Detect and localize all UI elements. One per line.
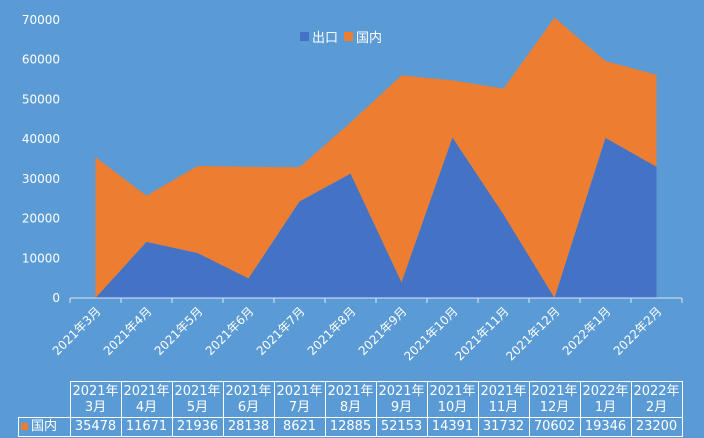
x-tick-label: 2021年5月 bbox=[152, 304, 206, 358]
table-header-cell: 2021年 7月 bbox=[273, 381, 326, 418]
table-row-domestic: 国内 35478 11671 21936 28138 8621 12885 52… bbox=[18, 417, 683, 437]
table-header-cell: 2021年 12月 bbox=[528, 381, 581, 418]
x-tick-label: 2021年6月 bbox=[203, 304, 257, 358]
y-tick-label: 50000 bbox=[22, 92, 60, 106]
x-tick-label: 2021年12月 bbox=[503, 304, 562, 363]
table-header-cell: 2022年 2月 bbox=[630, 381, 683, 418]
data-table: 2021年 3月 2021年 4月 2021年 5月 2021年 6月 2021… bbox=[18, 381, 683, 437]
table-header-cell: 2021年 3月 bbox=[69, 381, 122, 418]
y-tick-label: 70000 bbox=[22, 13, 60, 27]
legend-item-export: 出口 bbox=[300, 27, 338, 46]
chart-title bbox=[130, 0, 590, 6]
y-tick-label: 30000 bbox=[22, 172, 60, 186]
table-header-cell: 2022年 1月 bbox=[579, 381, 632, 418]
table-header-cell: 2021年 4月 bbox=[120, 381, 173, 418]
table-cell: 31732 bbox=[477, 417, 530, 437]
table-header-cell: 2021年 10月 bbox=[426, 381, 479, 418]
table-row-label-text: 国内 bbox=[31, 419, 58, 434]
x-tick-label: 2021年10月 bbox=[401, 304, 460, 363]
table-cell: 8621 bbox=[273, 417, 326, 437]
table-cell: 14391 bbox=[426, 417, 479, 437]
y-tick-label: 40000 bbox=[22, 132, 60, 146]
area-series-0 bbox=[95, 137, 657, 298]
y-tick-label: 10000 bbox=[22, 251, 60, 265]
legend-swatch-domestic bbox=[344, 32, 354, 41]
legend: 出口 国内 bbox=[300, 27, 382, 46]
legend-label-export: 出口 bbox=[312, 31, 339, 46]
table-header-cell: 2021年 8月 bbox=[324, 381, 377, 418]
table-header-cell: 2021年 5月 bbox=[171, 381, 224, 418]
x-tick-label: 2021年9月 bbox=[356, 304, 410, 358]
x-tick-label: 2021年7月 bbox=[254, 304, 308, 358]
legend-item-domestic: 国内 bbox=[344, 27, 382, 46]
x-tick-label: 2021年4月 bbox=[101, 304, 155, 358]
x-tick-label: 2021年11月 bbox=[452, 304, 511, 363]
table-header-cell: 2021年 9月 bbox=[375, 381, 428, 418]
y-tick-label: 0 bbox=[52, 291, 60, 305]
y-tick-label: 20000 bbox=[22, 212, 60, 226]
y-tick-label: 60000 bbox=[22, 53, 60, 67]
table-cell: 23200 bbox=[630, 417, 683, 437]
table-row-swatch bbox=[21, 423, 28, 430]
legend-label-domestic: 国内 bbox=[356, 31, 383, 46]
x-tick-label: 2021年8月 bbox=[305, 304, 359, 358]
legend-swatch-export bbox=[300, 32, 309, 41]
table-cell: 28138 bbox=[222, 417, 275, 437]
table-header-cell: 2021年 11月 bbox=[477, 381, 530, 418]
x-tick-label: 2022年2月 bbox=[611, 304, 665, 358]
table-header-cell: 2021年 6月 bbox=[222, 381, 275, 418]
x-tick-label: 2022年1月 bbox=[560, 304, 614, 358]
table-corner bbox=[18, 381, 71, 418]
area-series-1 bbox=[95, 17, 657, 298]
table-header-row: 2021年 3月 2021年 4月 2021年 5月 2021年 6月 2021… bbox=[18, 381, 683, 418]
x-tick-label: 2021年3月 bbox=[50, 304, 104, 358]
